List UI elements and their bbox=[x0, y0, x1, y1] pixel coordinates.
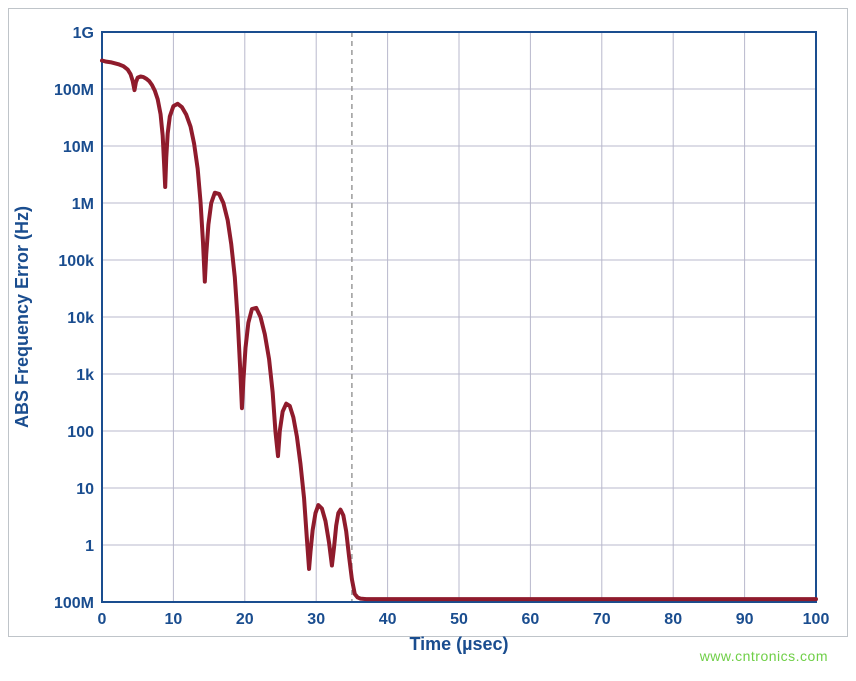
x-tick: 100 bbox=[803, 611, 830, 628]
y-tick: 1M bbox=[72, 196, 94, 213]
y-tick: 10M bbox=[63, 139, 94, 156]
watermark-text: www.cntronics.com bbox=[700, 648, 828, 664]
x-tick: 60 bbox=[522, 611, 540, 628]
x-tick: 0 bbox=[98, 611, 107, 628]
y-tick: 100M bbox=[54, 595, 94, 612]
x-tick: 30 bbox=[307, 611, 325, 628]
x-tick: 70 bbox=[593, 611, 611, 628]
x-tick: 20 bbox=[236, 611, 254, 628]
y-tick: 10k bbox=[67, 310, 94, 327]
y-axis-label: ABS Frequency Error (Hz) bbox=[12, 206, 32, 428]
x-axis-label: Time (µsec) bbox=[409, 634, 508, 654]
watermark: www.cntronics.com bbox=[700, 648, 828, 664]
outer-border bbox=[9, 9, 848, 637]
x-tick: 40 bbox=[379, 611, 397, 628]
y-tick: 100k bbox=[58, 253, 94, 270]
y-tick: 100M bbox=[54, 82, 94, 99]
x-tick: 90 bbox=[736, 611, 754, 628]
x-tick: 80 bbox=[664, 611, 682, 628]
y-tick: 10 bbox=[76, 481, 94, 498]
y-tick: 1k bbox=[76, 367, 94, 384]
x-tick: 50 bbox=[450, 611, 468, 628]
y-tick: 100 bbox=[67, 424, 94, 441]
frequency-error-chart: 0 10 20 30 40 50 60 70 80 90 100 100M 1 10 100 1k 10k 100… bbox=[0, 0, 856, 676]
y-tick: 1G bbox=[73, 25, 94, 42]
y-tick: 1 bbox=[85, 538, 94, 555]
x-tick: 10 bbox=[165, 611, 183, 628]
